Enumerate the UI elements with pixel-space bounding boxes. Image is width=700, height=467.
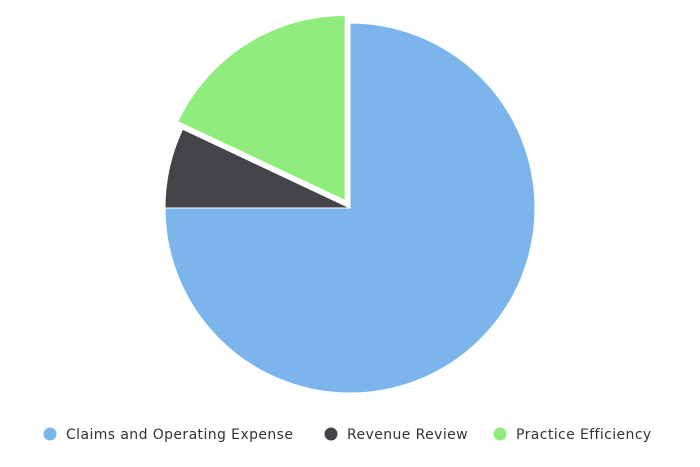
- legend-label: Claims and Operating Expense: [66, 427, 293, 443]
- pie-slice-revenue-review[interactable]: [164, 128, 351, 209]
- legend-label: Revenue Review: [347, 427, 468, 443]
- pie-slice-claims-and-operating-expense[interactable]: [164, 22, 536, 394]
- legend-marker: [324, 427, 338, 441]
- legend: Claims and Operating Expense Revenue Revi…: [43, 427, 652, 443]
- legend-label: Practice Efficiency: [516, 427, 652, 443]
- pie-slice-practice-efficiency[interactable]: [177, 14, 346, 201]
- legend-marker: [43, 427, 57, 441]
- legend-item-practice-efficiency[interactable]: Practice Efficiency: [493, 427, 652, 443]
- pie-slices: [164, 14, 536, 394]
- legend-marker: [493, 427, 507, 441]
- legend-item-claims-and-operating-expense[interactable]: Claims and Operating Expense: [43, 427, 294, 443]
- legend-item-revenue-review[interactable]: Revenue Review: [324, 427, 468, 443]
